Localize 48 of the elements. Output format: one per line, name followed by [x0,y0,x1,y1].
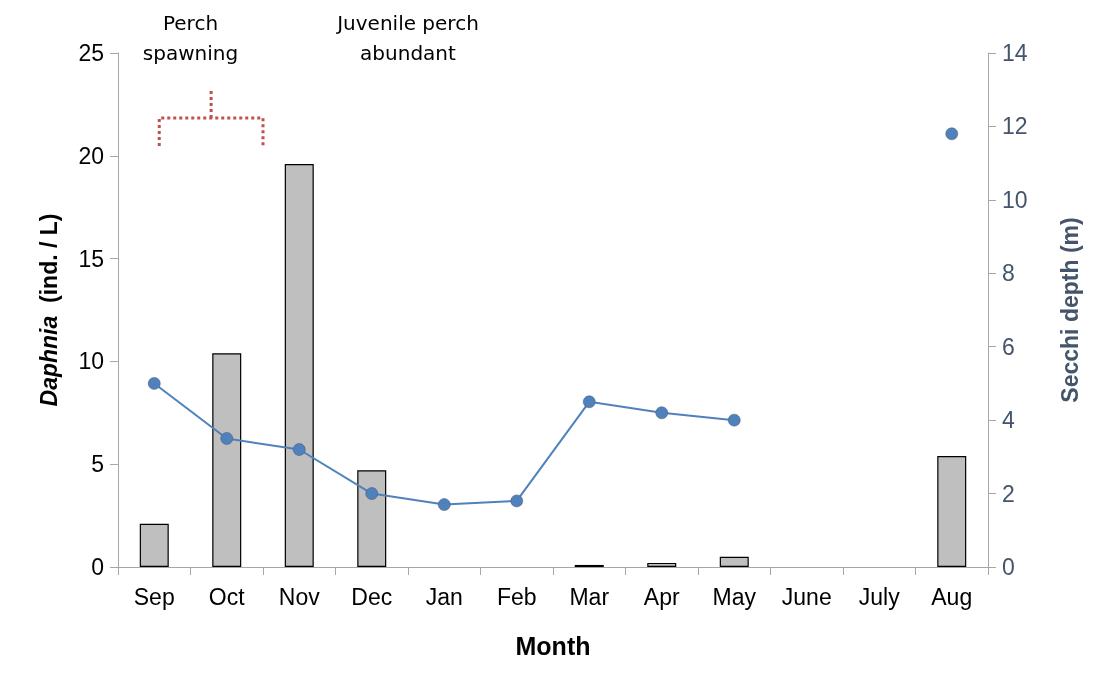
point [148,377,161,390]
point [293,443,306,456]
x-tick-label: Jan [425,583,463,610]
bar [719,556,749,567]
x-tick-label: Mar [569,583,610,610]
bar [284,164,314,567]
y2-tick-label: 2 [1002,480,1015,507]
x-tick-label: Aug [931,583,973,610]
point [510,494,523,508]
y2-axis-title: Secchi depth (m) [1056,217,1083,403]
point [655,406,668,420]
y-tick-label: 25 [78,40,104,66]
y2-tick-label: 10 [1002,186,1028,213]
x-tick-label: Sep [133,583,175,610]
y2-tick-label: 12 [1002,113,1028,140]
y-tick-label: 5 [91,451,104,478]
x-tick-label: Oct [208,583,246,610]
point [583,395,596,409]
x-tick-label: July [858,583,901,610]
x-tick-label: Dec [351,583,393,610]
x-tick-label: Apr [643,583,680,610]
bar [647,562,677,567]
x-axis-title: Month [515,631,591,660]
y2-tick-label: 14 [1002,40,1028,66]
point [438,498,451,511]
x-tick-label: May [712,583,757,610]
y2-tick-label: 8 [1002,260,1015,287]
bar [212,353,242,567]
y2-tick-label: 6 [1002,333,1015,360]
y2-tick-label: 4 [1002,407,1015,434]
x-tick-label: Feb [496,583,537,610]
bar [139,523,169,567]
x-tick-label: Nov [278,583,321,610]
annotation: Juvenile perch abundant [335,11,479,65]
bar [357,470,387,567]
y-tick-label: 20 [78,142,104,169]
annotation: Perch spawning [142,11,239,65]
y-tick-label: 10 [78,348,104,375]
y-tick-label: 15 [78,245,104,272]
point [728,413,741,427]
point [365,487,378,500]
x-tick-label: June [781,583,832,610]
point [945,127,958,141]
point [220,432,233,445]
bar [937,455,967,567]
y-tick-label: 0 [91,554,104,580]
y-axis-title: Daphnia (ind. / L) [35,213,62,407]
y2-tick-label: 0 [1002,554,1015,580]
